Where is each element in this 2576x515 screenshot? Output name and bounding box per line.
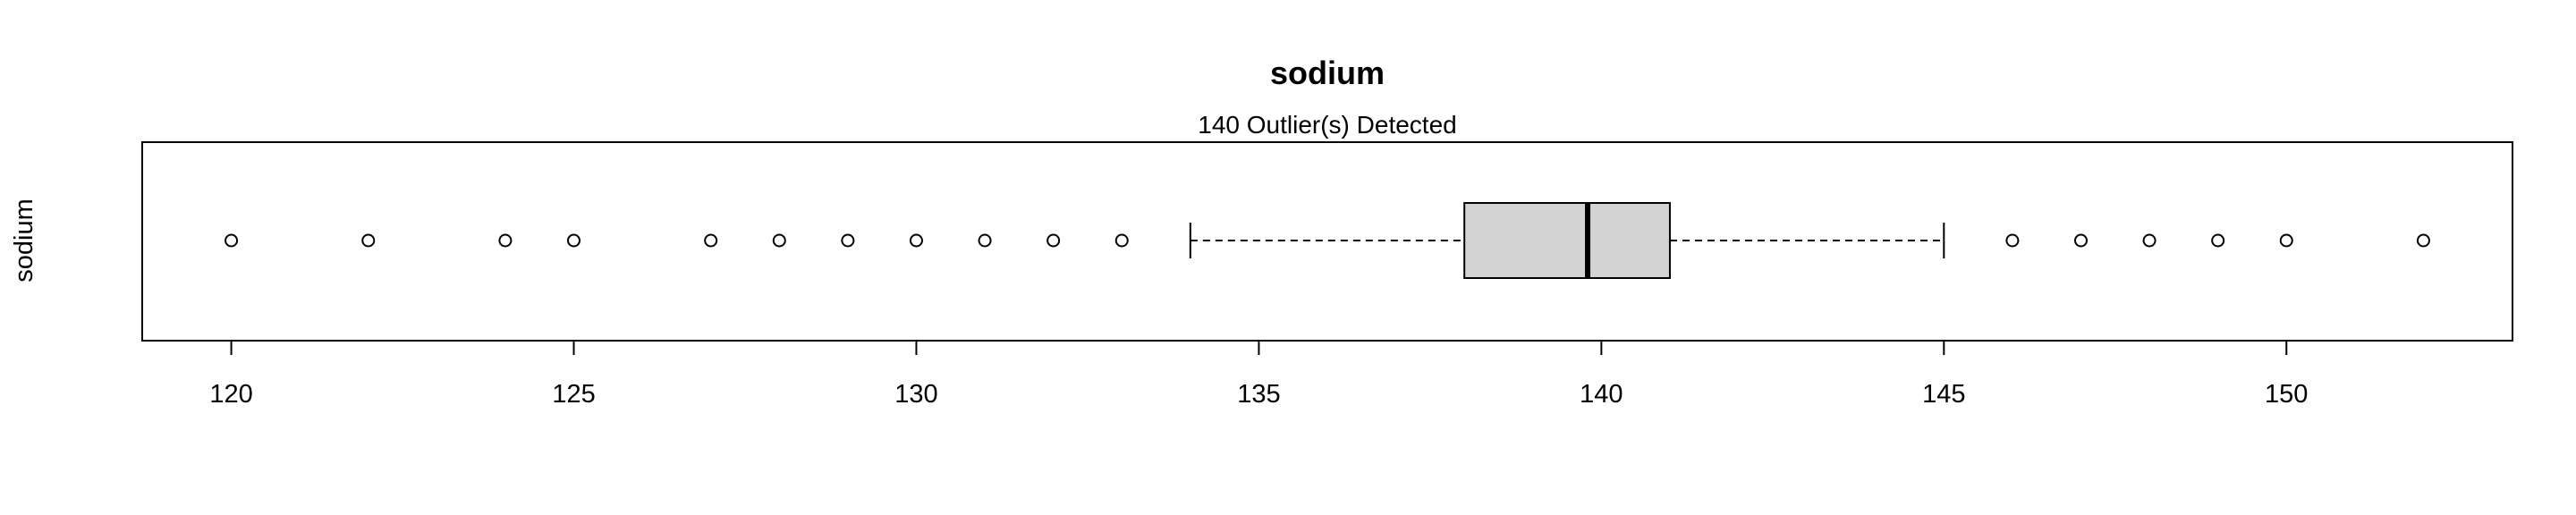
outlier-point: [704, 233, 718, 248]
outlier-point: [2073, 233, 2088, 248]
x-tick-label: 150: [2265, 380, 2308, 409]
iqr-box: [1463, 202, 1671, 279]
x-axis: 120 125 130 135 140 145 150: [209, 340, 2308, 409]
outlier-point: [841, 233, 855, 248]
x-tick-label: 125: [552, 380, 595, 409]
plot-layer: [225, 202, 2430, 279]
x-tick-label: 140: [1580, 380, 1623, 409]
y-axis-label: sodium: [10, 198, 38, 283]
outlier-point: [498, 233, 513, 248]
outlier-point: [2416, 233, 2430, 248]
x-tick-label: 145: [1922, 380, 1965, 409]
outlier-point: [225, 233, 239, 248]
outlier-point: [978, 233, 992, 248]
outlier-point: [567, 233, 581, 248]
outlier-point: [1046, 233, 1061, 248]
x-tick-label: 130: [894, 380, 937, 409]
outlier-point: [909, 233, 923, 248]
outlier-point: [1114, 233, 1129, 248]
outlier-point: [772, 233, 786, 248]
x-tick-label: 135: [1237, 380, 1280, 409]
outlier-point: [361, 233, 376, 248]
plot-frame: [141, 141, 2513, 342]
outlier-point: [2005, 233, 2020, 248]
chart-subtitle: 140 Outlier(s) Detected: [1198, 111, 1456, 139]
outlier-point: [2211, 233, 2225, 248]
chart-title: sodium: [1270, 55, 1385, 91]
outlier-point: [2142, 233, 2157, 248]
x-tick-label: 120: [209, 380, 252, 409]
outlier-point: [2279, 233, 2293, 248]
